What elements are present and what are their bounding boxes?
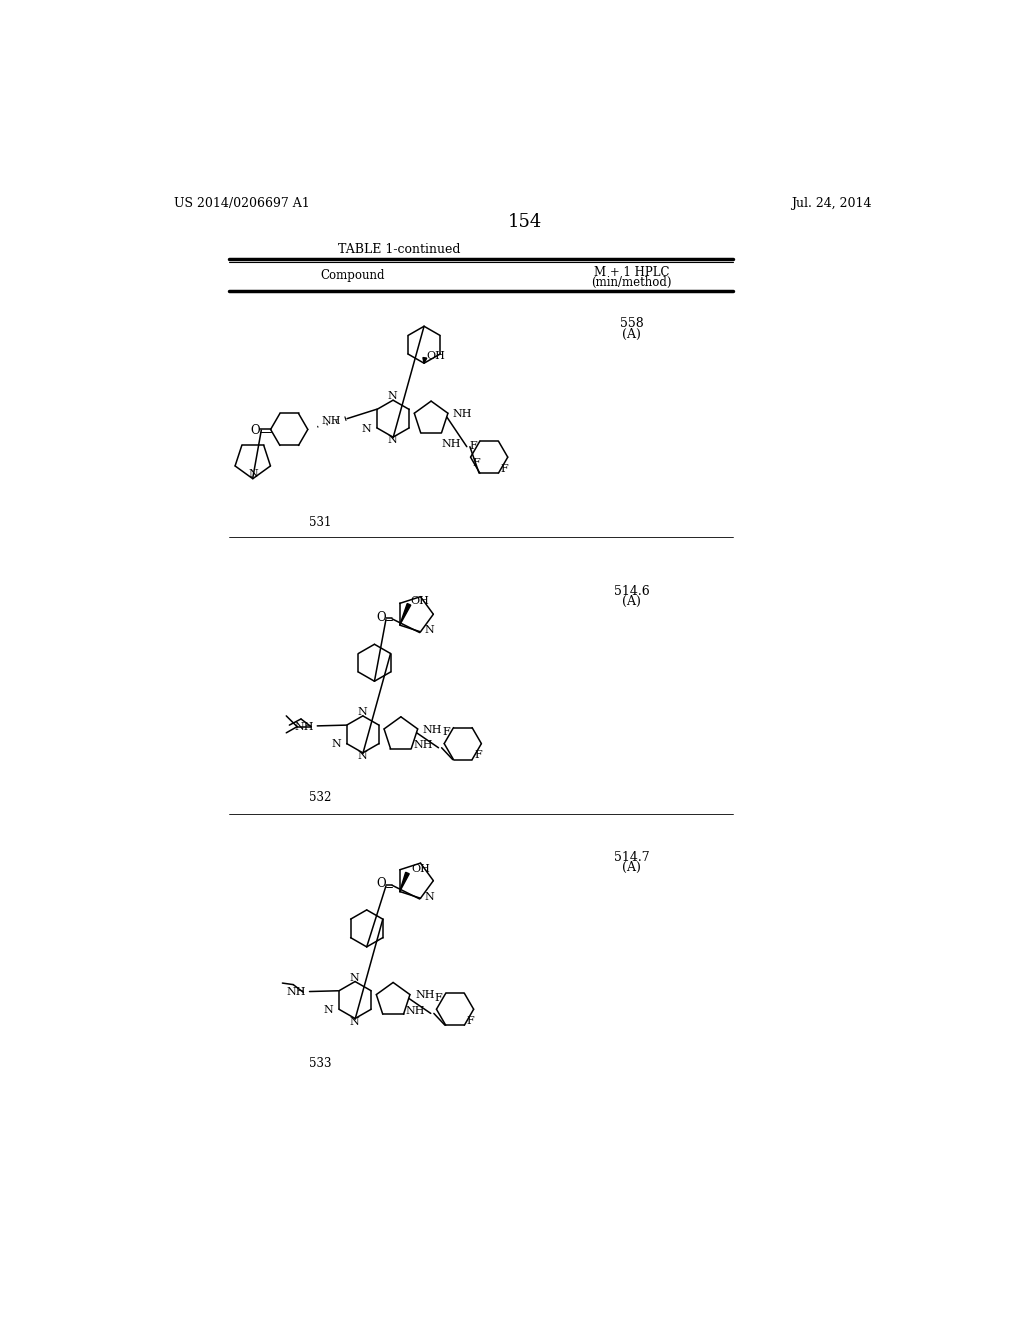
Text: 531: 531 <box>309 516 332 529</box>
Text: N: N <box>349 1016 359 1027</box>
Text: Jul. 24, 2014: Jul. 24, 2014 <box>792 197 872 210</box>
Text: N: N <box>357 751 367 760</box>
Text: OH: OH <box>411 597 429 606</box>
Text: NH: NH <box>287 987 306 998</box>
Text: N: N <box>387 436 397 445</box>
Text: NH: NH <box>414 741 433 751</box>
Text: F: F <box>501 463 509 474</box>
Text: NH: NH <box>442 440 462 449</box>
Text: 532: 532 <box>309 791 332 804</box>
Text: (A): (A) <box>623 327 641 341</box>
Text: US 2014/0206697 A1: US 2014/0206697 A1 <box>174 197 310 210</box>
Text: F: F <box>473 458 480 469</box>
Text: N: N <box>361 424 372 434</box>
Polygon shape <box>399 603 411 626</box>
Text: O: O <box>250 424 260 437</box>
Polygon shape <box>399 873 410 891</box>
Text: OH: OH <box>412 865 430 874</box>
Text: N: N <box>249 469 258 479</box>
Text: F: F <box>469 441 477 450</box>
Text: F: F <box>435 993 442 1003</box>
Text: F: F <box>474 750 482 760</box>
Text: (A): (A) <box>623 861 641 874</box>
Text: 514.7: 514.7 <box>614 851 649 865</box>
Text: (min/method): (min/method) <box>592 276 672 289</box>
Text: NH: NH <box>453 409 472 418</box>
Text: N: N <box>387 391 397 401</box>
Text: NH: NH <box>295 722 314 731</box>
Text: N: N <box>349 973 359 982</box>
Text: O: O <box>377 878 386 890</box>
Text: F: F <box>442 727 451 737</box>
Text: NH: NH <box>406 1006 425 1016</box>
Text: 514.6: 514.6 <box>613 585 649 598</box>
Text: NH: NH <box>415 990 434 1001</box>
Text: N: N <box>424 626 434 635</box>
Text: NH: NH <box>423 725 442 735</box>
Text: (A): (A) <box>623 595 641 609</box>
Text: M + 1 HPLC: M + 1 HPLC <box>594 265 670 279</box>
Polygon shape <box>423 358 427 363</box>
Text: OH: OH <box>426 351 445 360</box>
Text: 558: 558 <box>620 317 644 330</box>
Text: F: F <box>467 1015 474 1026</box>
Text: 154: 154 <box>508 213 542 231</box>
Text: NH: NH <box>322 416 341 426</box>
Text: N: N <box>324 1005 334 1015</box>
Text: N: N <box>332 739 341 750</box>
Text: N: N <box>424 892 434 902</box>
Text: O: O <box>377 611 386 624</box>
Text: 533: 533 <box>309 1056 332 1069</box>
Text: Compound: Compound <box>321 269 385 282</box>
Text: TABLE 1-continued: TABLE 1-continued <box>338 243 461 256</box>
Text: N: N <box>357 708 367 717</box>
